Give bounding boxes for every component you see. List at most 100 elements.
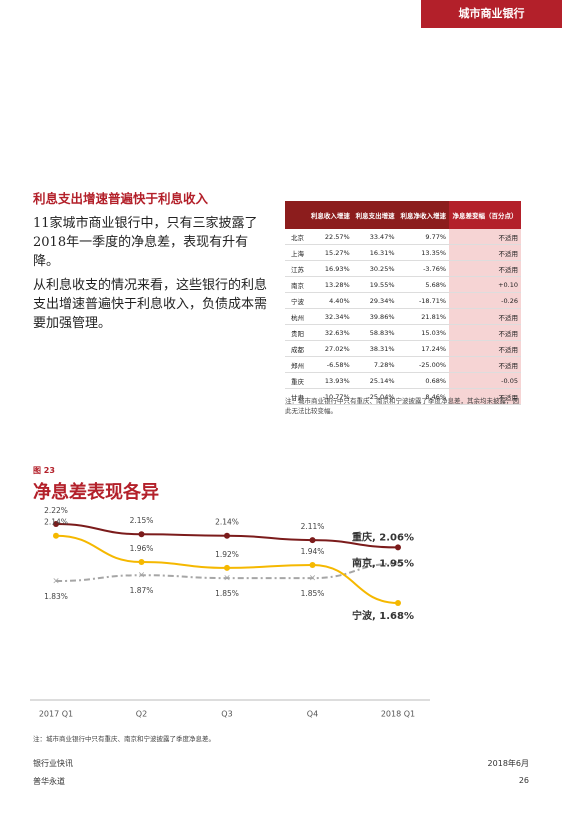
header-cell: 净息差变幅（百分点） [449, 201, 521, 229]
table-cell: 21.81% [397, 308, 450, 325]
table-cell: 9.77% [397, 229, 450, 245]
table-cell: 7.28% [352, 356, 398, 373]
table-cell: 32.63% [307, 324, 353, 341]
point-marker: × [309, 574, 317, 584]
table-cell: 22.57% [307, 229, 353, 245]
paragraph: 从利息收支的情况来看，这些银行的利息支出增速普遍快于利息收入，负债成本需要加强管… [33, 278, 268, 331]
table-row: 成都 27.02% 38.31% 17.24% 不适用 [285, 340, 521, 357]
table-row: 宁波 4.40% 29.34% -18.71% -0.26 [285, 292, 521, 309]
section-tab: 城市商业银行 [421, 0, 562, 28]
table-cell: 17.24% [397, 340, 450, 357]
header-cell: 利息净收入增速 [397, 201, 450, 229]
table-cell: 15.27% [307, 244, 353, 261]
table-cell: 江苏 [285, 260, 308, 277]
table-cell: 北京 [285, 229, 308, 245]
header-cell: 利息支出增速 [352, 201, 398, 229]
value-label: 1.87% [130, 586, 154, 595]
table-row: 江苏 16.93% 30.25% -3.76% 不适用 [285, 260, 521, 277]
heading: 利息支出增速普遍快于利息收入 [33, 191, 209, 206]
table-row: 甘肃 -10.77% -25.04% 8.46% 不适用 [285, 388, 521, 405]
table-row: 北京 22.57% 33.47% 9.77% 不适用 [285, 229, 521, 245]
table-row: 上海 15.27% 16.31% 13.35% 不适用 [285, 244, 521, 261]
table-cell: 13.93% [307, 372, 353, 389]
value-label: 2.14% [215, 518, 239, 527]
value-label: 2.22% [44, 506, 68, 515]
table-cell: 0.68% [397, 372, 450, 389]
page-number: 26 [518, 776, 529, 785]
table-row: 杭州 32.34% 39.86% 21.81% 不适用 [285, 308, 521, 325]
table-cell: 不适用 [449, 308, 521, 325]
series-end-label: 宁波, 1.68% [352, 609, 414, 622]
table-note: 注：城市商业银行中只有重庆、南京和宁波披露了季度净息差，其余均未披露，因此无法比… [285, 397, 519, 415]
table-cell: 13.35% [397, 244, 450, 261]
table-cell: -25.04% [352, 388, 398, 405]
value-label: 1.83% [44, 592, 68, 601]
table-cell: -18.71% [397, 292, 450, 309]
paragraph: 11家城市商业银行中，只有三家披露了2018年一季度的净息差，表现有升有降。 [33, 216, 258, 269]
table-cell: +0.10 [449, 276, 521, 293]
figure-note: 注：城市商业银行中只有重庆、南京和宁波披露了季度净息差。 [33, 735, 215, 743]
x-tick-label: Q3 [221, 710, 232, 719]
point-marker [395, 600, 401, 606]
table-cell: 成都 [285, 340, 308, 357]
point-marker [224, 564, 230, 571]
publication: 银行业快讯 [33, 759, 73, 768]
table-row: 贵阳 32.63% 58.83% 15.03% 不适用 [285, 324, 521, 341]
table-cell: 上海 [285, 244, 308, 261]
table-cell: 15.03% [397, 324, 450, 341]
point-marker [309, 561, 316, 568]
table-cell: 南京 [285, 276, 308, 293]
point-marker: × [223, 574, 231, 584]
table-cell: 甘肃 [285, 388, 308, 405]
point-marker [53, 532, 59, 539]
table-cell: 8.46% [397, 388, 450, 405]
header-cell [285, 201, 308, 229]
table-cell: 38.31% [352, 340, 398, 357]
value-label: 2.14% [44, 518, 68, 527]
table-cell: 30.25% [352, 260, 398, 277]
point-marker [224, 532, 230, 539]
table-cell: 16.31% [352, 244, 398, 261]
table-cell: 不适用 [449, 260, 521, 277]
table-cell: 不适用 [449, 324, 521, 341]
series-end-label: 重庆, 2.06% [352, 530, 414, 543]
table: 利息收入增速 利息支出增速 利息净收入增速 净息差变幅（百分点） 北京 22.57% 33.… [285, 201, 521, 405]
table-cell: 杭州 [285, 308, 308, 325]
x-tick-label: 2018 Q1 [381, 710, 415, 719]
point-marker: × [394, 559, 402, 569]
table-cell: -3.76% [397, 260, 450, 277]
point-marker [53, 521, 59, 527]
x-tick-label: 2017 Q1 [39, 710, 73, 719]
table-cell: 不适用 [449, 244, 521, 261]
table-cell: 29.34% [352, 292, 398, 309]
chart-title: 净息差表现各异 [33, 482, 159, 503]
table-cell: -10.77% [307, 388, 353, 405]
point-marker: × [52, 577, 60, 587]
value-label: 1.92% [215, 550, 239, 559]
figure-label: 图 23 [33, 466, 55, 475]
table-cell: 不适用 [449, 229, 521, 245]
value-label: 1.94% [301, 547, 325, 556]
table-cell: 25.14% [352, 372, 398, 389]
table-cell: 16.93% [307, 260, 353, 277]
table-cell: 郑州 [285, 356, 308, 373]
table-row: 郑州 -6.58% 7.28% -25.00% 不适用 [285, 356, 521, 373]
table-cell: 4.40% [307, 292, 353, 309]
table-cell: 13.28% [307, 276, 353, 293]
table-cell: -0.05 [449, 372, 521, 389]
table-cell: 不适用 [449, 388, 521, 405]
table-cell: 宁波 [285, 292, 308, 309]
point-marker [138, 559, 145, 566]
series-line [55, 562, 399, 583]
series-end-label: 南京, 1.95% [352, 557, 414, 570]
table-cell: 39.86% [352, 308, 398, 325]
header-cell: 利息收入增速 [307, 201, 353, 229]
table-cell: 不适用 [449, 340, 521, 357]
table-cell: 33.47% [352, 229, 398, 245]
value-label: 1.96% [130, 544, 154, 553]
value-label: 1.85% [301, 589, 325, 598]
table-cell: -6.58% [307, 356, 353, 373]
x-tick-label: Q4 [307, 710, 318, 719]
